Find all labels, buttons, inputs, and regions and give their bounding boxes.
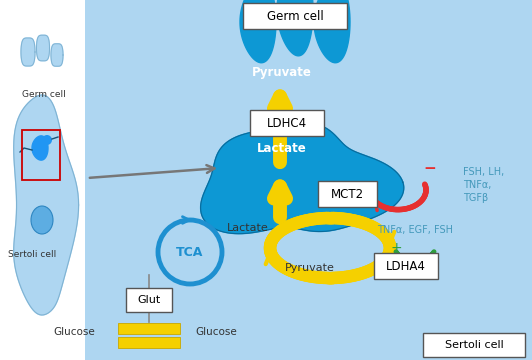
Polygon shape	[240, 0, 276, 63]
Text: Glucose: Glucose	[195, 327, 237, 337]
Text: Pyruvate: Pyruvate	[285, 263, 335, 273]
Text: +: +	[390, 241, 402, 255]
Bar	[118, 337, 180, 348]
Text: −: −	[423, 161, 436, 176]
Text: Pyruvate: Pyruvate	[252, 66, 312, 78]
Text: Glut: Glut	[137, 295, 161, 305]
FancyBboxPatch shape	[243, 3, 347, 29]
Text: Germ cell: Germ cell	[267, 9, 323, 23]
Text: Sertoli cell: Sertoli cell	[445, 340, 503, 350]
Text: Sertoli cell: Sertoli cell	[8, 250, 56, 259]
Text: Lactate: Lactate	[227, 223, 269, 233]
Text: Glucose: Glucose	[53, 327, 95, 337]
Circle shape	[42, 135, 52, 145]
Text: Lactate: Lactate	[257, 141, 307, 154]
FancyBboxPatch shape	[423, 333, 525, 357]
Bar	[22, 130, 60, 180]
Bar	[118, 323, 180, 334]
Polygon shape	[14, 95, 79, 315]
Polygon shape	[51, 44, 63, 66]
Text: Germ cell: Germ cell	[22, 90, 66, 99]
Ellipse shape	[31, 206, 53, 234]
Polygon shape	[314, 0, 350, 63]
Text: TNFα, EGF, FSH: TNFα, EGF, FSH	[377, 225, 453, 235]
Polygon shape	[21, 38, 35, 66]
Polygon shape	[37, 35, 49, 61]
Text: LDHA4: LDHA4	[386, 260, 426, 273]
Polygon shape	[32, 136, 48, 160]
Polygon shape	[277, 0, 313, 56]
FancyBboxPatch shape	[126, 288, 172, 312]
Bar	[85, 0, 532, 360]
FancyBboxPatch shape	[374, 253, 438, 279]
Text: TCA: TCA	[176, 246, 204, 258]
Text: LDHC4: LDHC4	[267, 117, 307, 130]
FancyBboxPatch shape	[250, 110, 324, 136]
FancyBboxPatch shape	[318, 181, 377, 207]
Text: FSH, LH,
TNFα,
TGFβ: FSH, LH, TNFα, TGFβ	[463, 167, 504, 203]
Text: MCT2: MCT2	[330, 188, 363, 201]
Polygon shape	[201, 122, 404, 234]
